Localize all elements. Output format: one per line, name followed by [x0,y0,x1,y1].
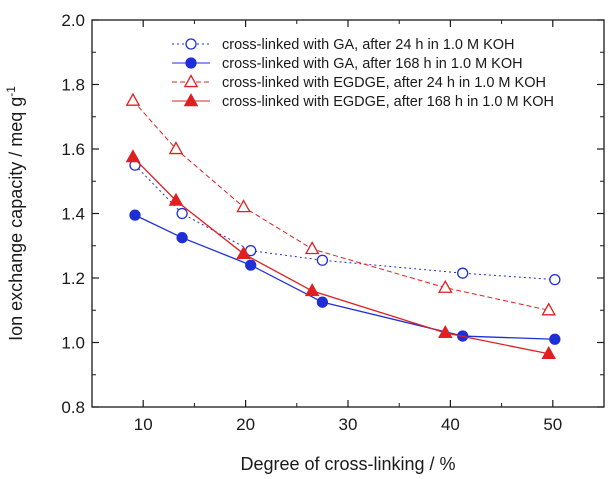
legend-label: cross-linked with GA, after 168 h in 1.0… [222,56,523,72]
data-point [245,259,257,271]
x-tick-label: 50 [543,415,562,434]
data-point [129,209,141,221]
series-1 [129,159,561,286]
legend-marker [185,38,197,50]
y-tick-label: 0.8 [61,398,85,417]
x-axis-title: Degree of cross-linking / % [240,454,455,474]
y-tick-label: 1.4 [61,205,85,224]
legend: cross-linked with GA, after 24 h in 1.0 … [172,37,554,110]
legend-entry-3: cross-linked with EGDGE, after 24 h in 1… [172,74,546,91]
y-tick-label: 1.0 [61,334,85,353]
data-point [236,245,251,260]
series-3 [125,92,556,316]
data-point [125,149,141,163]
data-point [541,345,556,359]
series [125,92,561,359]
x-tick-label: 20 [236,415,255,434]
data-point [236,199,251,213]
x-tick-label: 10 [134,415,153,434]
data-point [168,192,184,206]
series-line-4 [132,156,549,355]
data-point [316,254,329,266]
data-point [176,232,188,244]
x-tick-label: 40 [441,415,460,434]
data-point [549,273,561,286]
y-tick-label: 1.2 [61,269,85,288]
legend-entry-1: cross-linked with GA, after 24 h in 1.0 … [172,37,515,53]
data-point [316,296,329,308]
data-point [437,324,453,339]
y-axis-title: Ion exchange capacity / meq g-1 [4,86,26,341]
data-point [541,302,556,316]
legend-marker [183,74,199,88]
y-axis-title-superscript: -1 [4,86,18,97]
data-point [304,241,320,255]
legend-marker [183,93,199,107]
series-4 [125,149,556,359]
legend-label: cross-linked with EGDGE, after 168 h in … [222,94,554,110]
data-point [168,141,184,155]
legend-label: cross-linked with EGDGE, after 24 h in 1… [222,75,546,91]
legend-label: cross-linked with GA, after 24 h in 1.0 … [222,37,515,53]
series-line-2 [134,214,555,340]
series-line-1 [134,164,555,281]
ticks: 10 20 30 40 50 0.8 1.0 1.2 1.4 1.6 1.8 2.0 [61,11,605,434]
legend-entry-2: cross-linked with GA, after 168 h in 1.0… [172,56,523,72]
x-tick-label: 30 [339,415,358,434]
data-point [176,207,188,220]
series-line-3 [132,100,549,311]
legend-entry-4: cross-linked with EGDGE, after 168 h in … [172,93,554,110]
y-tick-label: 1.6 [61,140,85,159]
legend-marker [185,57,197,69]
y-tick-label: 2.0 [61,11,85,30]
data-point [549,333,561,345]
data-point [457,267,469,279]
y-axis-title-main: Ion exchange capacity / meq g [6,97,26,341]
data-point [437,279,453,293]
data-point [304,283,320,297]
data-point [125,92,141,106]
y-tick-label: 1.8 [61,76,85,95]
series-2 [129,209,561,345]
